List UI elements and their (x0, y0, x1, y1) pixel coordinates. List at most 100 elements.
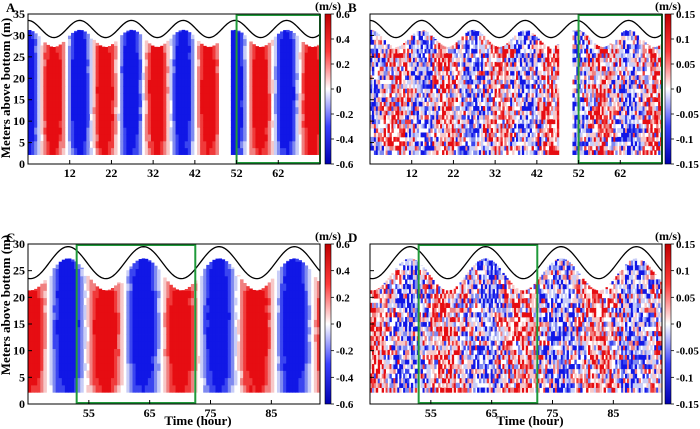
y-tick-label: 10 (13, 114, 25, 128)
heatmap-cell (471, 79, 474, 85)
heatmap-cell (533, 61, 536, 67)
heatmap-cell (178, 31, 183, 40)
heatmap-cell (209, 65, 213, 74)
heatmap-cell (67, 258, 72, 262)
heatmap-cell (147, 79, 152, 87)
heatmap-cell (255, 100, 259, 108)
heatmap-cell (512, 141, 515, 147)
heatmap-cell (438, 48, 441, 54)
heatmap-cell (601, 66, 604, 72)
heatmap-cell (543, 119, 546, 125)
heatmap-cell (379, 128, 383, 133)
heatmap-cell (120, 312, 124, 320)
heatmap-cell (157, 134, 161, 142)
heatmap-cell (110, 290, 115, 299)
heatmap-cell (304, 120, 309, 128)
heatmap-cell (426, 106, 429, 111)
heatmap-cell (459, 48, 462, 54)
heatmap-cell (500, 150, 503, 155)
heatmap-cell (642, 61, 645, 67)
heatmap-cell (120, 59, 124, 67)
heatmap-cell (52, 384, 57, 393)
heatmap-cell (521, 30, 525, 32)
heatmap-cell (482, 128, 486, 133)
heatmap-cell (654, 79, 657, 85)
heatmap-cell (273, 120, 278, 128)
heatmap-cell (443, 141, 447, 147)
heatmap-cell (383, 114, 386, 120)
heatmap-cell (58, 268, 63, 277)
heatmap-cell (506, 123, 509, 129)
heatmap-cell (519, 53, 523, 58)
heatmap-cell (120, 370, 124, 379)
heatmap-cell (393, 61, 396, 67)
heatmap-cell (449, 53, 453, 58)
heatmap-cell (442, 45, 445, 50)
heatmap-cell (457, 48, 460, 54)
heatmap-cell (64, 341, 69, 350)
heatmap-cell (80, 283, 84, 291)
heatmap-cell (230, 106, 235, 115)
heatmap-cell (395, 136, 398, 142)
heatmap-cell (375, 101, 379, 107)
heatmap-cell (551, 119, 554, 125)
heatmap-cell (261, 79, 266, 87)
heatmap-cell (270, 140, 275, 149)
heatmap-cell (61, 65, 66, 74)
heatmap-cell (61, 261, 66, 270)
heatmap-cell (447, 119, 451, 125)
heatmap-cell (67, 370, 72, 379)
heatmap-cell (154, 127, 158, 135)
heatmap-cell (393, 119, 396, 125)
heatmap-cell (117, 297, 121, 306)
heatmap-cell (636, 123, 640, 129)
heatmap-cell (289, 52, 293, 60)
heatmap-cell (391, 106, 394, 111)
heatmap-cell (646, 136, 649, 142)
heatmap-cell (492, 141, 495, 147)
heatmap-cell (525, 145, 529, 151)
heatmap-cell (510, 48, 513, 54)
heatmap-cell (307, 100, 312, 108)
heatmap-cell (547, 97, 550, 103)
heatmap-cell (545, 92, 548, 98)
heatmap-cell (408, 75, 412, 80)
heatmap-cell (428, 70, 431, 76)
heatmap-cell (67, 304, 72, 313)
heatmap-cell (261, 134, 266, 142)
heatmap-cell (304, 140, 309, 149)
heatmap-cell (603, 150, 606, 155)
heatmap-cell (129, 140, 133, 149)
heatmap-cell (92, 348, 97, 357)
heatmap-cell (410, 75, 414, 80)
heatmap-cell (595, 119, 599, 125)
heatmap-cell (55, 46, 60, 53)
heatmap-cell (626, 123, 630, 129)
heatmap-cell (71, 370, 75, 379)
heatmap-cell (280, 72, 284, 80)
heatmap-cell (399, 88, 402, 94)
heatmap-cell (31, 140, 35, 149)
heatmap-cell (445, 66, 449, 72)
heatmap-cell (43, 140, 47, 149)
heatmap-cell (549, 75, 552, 80)
heatmap-cell (508, 145, 511, 151)
heatmap-cell (120, 290, 124, 299)
heatmap-cell (601, 145, 604, 151)
heatmap-cell (43, 100, 47, 108)
heatmap-cell (449, 141, 453, 147)
heatmap-cell (447, 132, 451, 138)
heatmap-cell (74, 120, 78, 128)
heatmap-cell (117, 370, 121, 379)
heatmap-cell (71, 268, 75, 277)
heatmap-cell (310, 106, 315, 115)
heatmap-cell (607, 92, 610, 98)
heatmap-cell (654, 61, 657, 67)
heatmap-cell (163, 113, 167, 121)
heatmap-cell (92, 106, 97, 115)
heatmap-cell (504, 123, 507, 129)
heatmap-cell (61, 45, 66, 53)
heatmap-cell (488, 97, 492, 103)
heatmap-cell (399, 97, 402, 103)
heatmap-cell (469, 70, 472, 76)
